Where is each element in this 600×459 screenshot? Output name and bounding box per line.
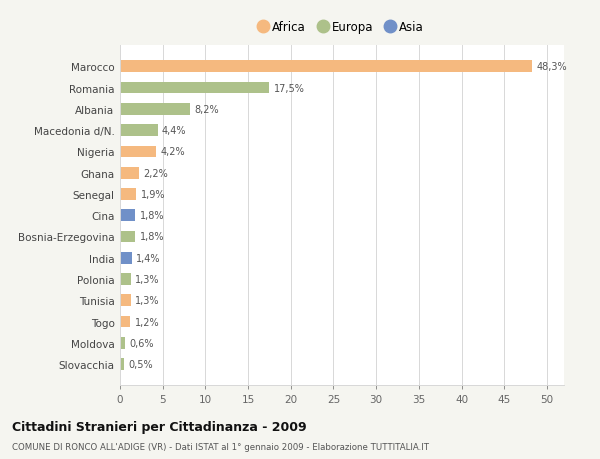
Bar — [120, 146, 156, 158]
Bar — [120, 252, 132, 264]
Text: 17,5%: 17,5% — [274, 84, 305, 93]
Text: 8,2%: 8,2% — [194, 105, 219, 115]
Text: 1,3%: 1,3% — [136, 274, 160, 285]
Text: 0,6%: 0,6% — [130, 338, 154, 348]
Bar — [120, 104, 190, 116]
Bar — [120, 210, 136, 222]
Text: 1,9%: 1,9% — [140, 190, 165, 200]
Bar — [120, 295, 131, 307]
Text: 1,4%: 1,4% — [136, 253, 161, 263]
Text: 4,4%: 4,4% — [162, 126, 187, 136]
Text: 1,8%: 1,8% — [140, 211, 164, 221]
Bar — [120, 125, 158, 137]
Bar — [120, 168, 139, 179]
Text: 1,8%: 1,8% — [140, 232, 164, 242]
Text: Cittadini Stranieri per Cittadinanza - 2009: Cittadini Stranieri per Cittadinanza - 2… — [12, 420, 307, 433]
Text: 4,2%: 4,2% — [160, 147, 185, 157]
Text: 1,3%: 1,3% — [136, 296, 160, 306]
Bar — [120, 358, 124, 370]
Text: 48,3%: 48,3% — [536, 62, 568, 72]
Bar — [120, 274, 131, 285]
Text: COMUNE DI RONCO ALL'ADIGE (VR) - Dati ISTAT al 1° gennaio 2009 - Elaborazione TU: COMUNE DI RONCO ALL'ADIGE (VR) - Dati IS… — [12, 442, 429, 451]
Text: 2,2%: 2,2% — [143, 168, 168, 178]
Text: 1,2%: 1,2% — [134, 317, 159, 327]
Bar — [120, 337, 125, 349]
Text: 0,5%: 0,5% — [128, 359, 153, 369]
Bar — [120, 83, 269, 94]
Bar — [120, 316, 130, 328]
Bar — [120, 231, 136, 243]
Bar — [120, 62, 532, 73]
Bar — [120, 189, 136, 200]
Legend: Africa, Europa, Asia: Africa, Europa, Asia — [257, 18, 427, 38]
